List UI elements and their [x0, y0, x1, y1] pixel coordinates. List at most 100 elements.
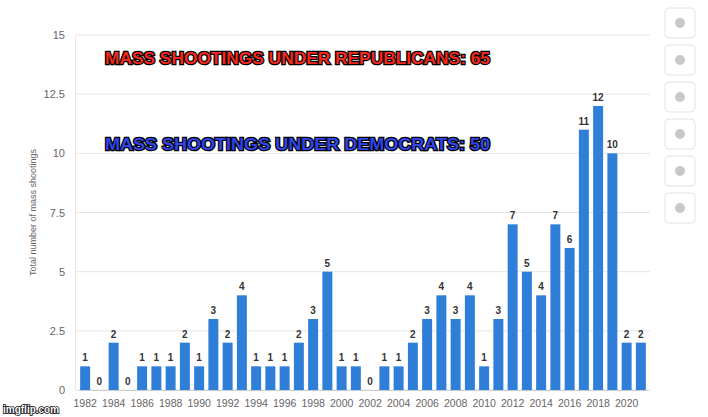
- data-label: 3: [211, 305, 217, 316]
- bar: [137, 366, 147, 390]
- data-label: 1: [339, 352, 345, 363]
- toolbar-box[interactable]: [665, 82, 695, 112]
- toolbar-box[interactable]: [665, 156, 695, 186]
- bar: [351, 366, 361, 390]
- toolbar-icon[interactable]: [675, 203, 685, 213]
- data-label: 2: [410, 329, 416, 340]
- toolbar-icon[interactable]: [675, 92, 685, 102]
- tick-label: 2002: [358, 397, 382, 409]
- bar: [80, 366, 90, 390]
- tick: 15: [53, 29, 75, 41]
- data-label: 1: [154, 352, 160, 363]
- tick: 12.5: [44, 88, 75, 100]
- toolbar-box[interactable]: [665, 45, 695, 75]
- tick-label: 1992: [216, 397, 240, 409]
- watermark: imgflip.com: [3, 404, 59, 415]
- tick-label: 1986: [130, 397, 154, 409]
- bar: [180, 343, 190, 390]
- data-label: 7: [553, 210, 559, 221]
- bar: [379, 366, 389, 390]
- tick: 2000: [330, 390, 354, 409]
- toolbar-button[interactable]: [665, 119, 695, 149]
- data-label: 2: [111, 329, 117, 340]
- data-label: 0: [367, 376, 373, 387]
- bar: [522, 272, 532, 390]
- toolbar-icon[interactable]: [675, 55, 685, 65]
- bars: [80, 106, 646, 390]
- tick-label: 5: [59, 266, 65, 278]
- toolbar-box[interactable]: [665, 8, 695, 38]
- bar: [94, 390, 104, 391]
- toolbar-button[interactable]: [665, 45, 695, 75]
- data-label: 6: [567, 234, 573, 245]
- bar: [536, 295, 546, 390]
- toolbar-box[interactable]: [665, 193, 695, 223]
- background: [0, 0, 708, 417]
- bar: [579, 130, 589, 390]
- tick: 2018: [586, 390, 610, 409]
- bar: [451, 319, 461, 390]
- tick: 2006: [415, 390, 439, 409]
- annotations: MASS SHOOTINGS UNDER REPUBLICANS: 65 MASS…: [3, 49, 490, 415]
- toolbar-button[interactable]: [665, 82, 695, 112]
- tick-label: 12.5: [44, 88, 65, 100]
- grid-line: [75, 212, 650, 213]
- data-label: 2: [638, 329, 644, 340]
- bar: [593, 106, 603, 390]
- bar: [365, 390, 375, 391]
- bar: [479, 366, 489, 390]
- data-label: 1: [168, 352, 174, 363]
- annotation: MASS SHOOTINGS UNDER DEMOCRATS: 50: [105, 135, 490, 154]
- bar: [322, 272, 332, 390]
- data-label: 5: [325, 258, 331, 269]
- bar: [636, 343, 646, 390]
- bar: [565, 248, 575, 390]
- tick: 2004: [387, 390, 411, 409]
- annotation: MASS SHOOTINGS UNDER REPUBLICANS: 65: [105, 49, 490, 68]
- data-label: 4: [439, 281, 445, 292]
- tick-label: 0: [59, 384, 65, 396]
- tick-label: 2018: [586, 397, 610, 409]
- data-label: 7: [510, 210, 516, 221]
- bar: [550, 224, 560, 390]
- data-label: 4: [239, 281, 245, 292]
- tick-label: 2006: [415, 397, 439, 409]
- tick-label: 1982: [73, 397, 97, 409]
- data-label: 2: [296, 329, 302, 340]
- data-label: 1: [268, 352, 274, 363]
- toolbar-icon[interactable]: [675, 129, 685, 139]
- tick: 2002: [358, 390, 382, 409]
- toolbar-box[interactable]: [665, 119, 695, 149]
- data-label: 1: [353, 352, 359, 363]
- toolbar-button[interactable]: [665, 156, 695, 186]
- data-label: 3: [424, 305, 430, 316]
- bar: [408, 343, 418, 390]
- bar: [622, 343, 632, 390]
- toolbar-button[interactable]: [665, 193, 695, 223]
- toolbar-icon[interactable]: [675, 166, 685, 176]
- data-label: 11: [579, 116, 590, 127]
- bar: [422, 319, 432, 390]
- data-label: 10: [607, 139, 619, 150]
- tick-label: 2.5: [50, 325, 65, 337]
- tick-label: 2016: [558, 397, 582, 409]
- data-label: 3: [496, 305, 502, 316]
- data-label: 1: [396, 352, 402, 363]
- axis-line: [79, 390, 649, 391]
- tick-label: 1998: [301, 397, 325, 409]
- bar: [237, 295, 247, 390]
- tick-label: 10: [53, 147, 65, 159]
- data-label: 12: [593, 92, 605, 103]
- tick-label: 1988: [159, 397, 183, 409]
- data-label: 1: [196, 352, 202, 363]
- bar: [109, 343, 119, 390]
- x-axis: 1982198419861988199019921994199619982000…: [73, 390, 648, 409]
- tick: 0: [59, 384, 75, 396]
- toolbar-icon[interactable]: [675, 18, 685, 28]
- tick: 2014: [529, 390, 553, 409]
- tick-label: 2014: [529, 397, 553, 409]
- tick: 2016: [558, 390, 582, 409]
- toolbar-button[interactable]: [665, 8, 695, 38]
- data-label: 1: [139, 352, 145, 363]
- bar: [280, 366, 290, 390]
